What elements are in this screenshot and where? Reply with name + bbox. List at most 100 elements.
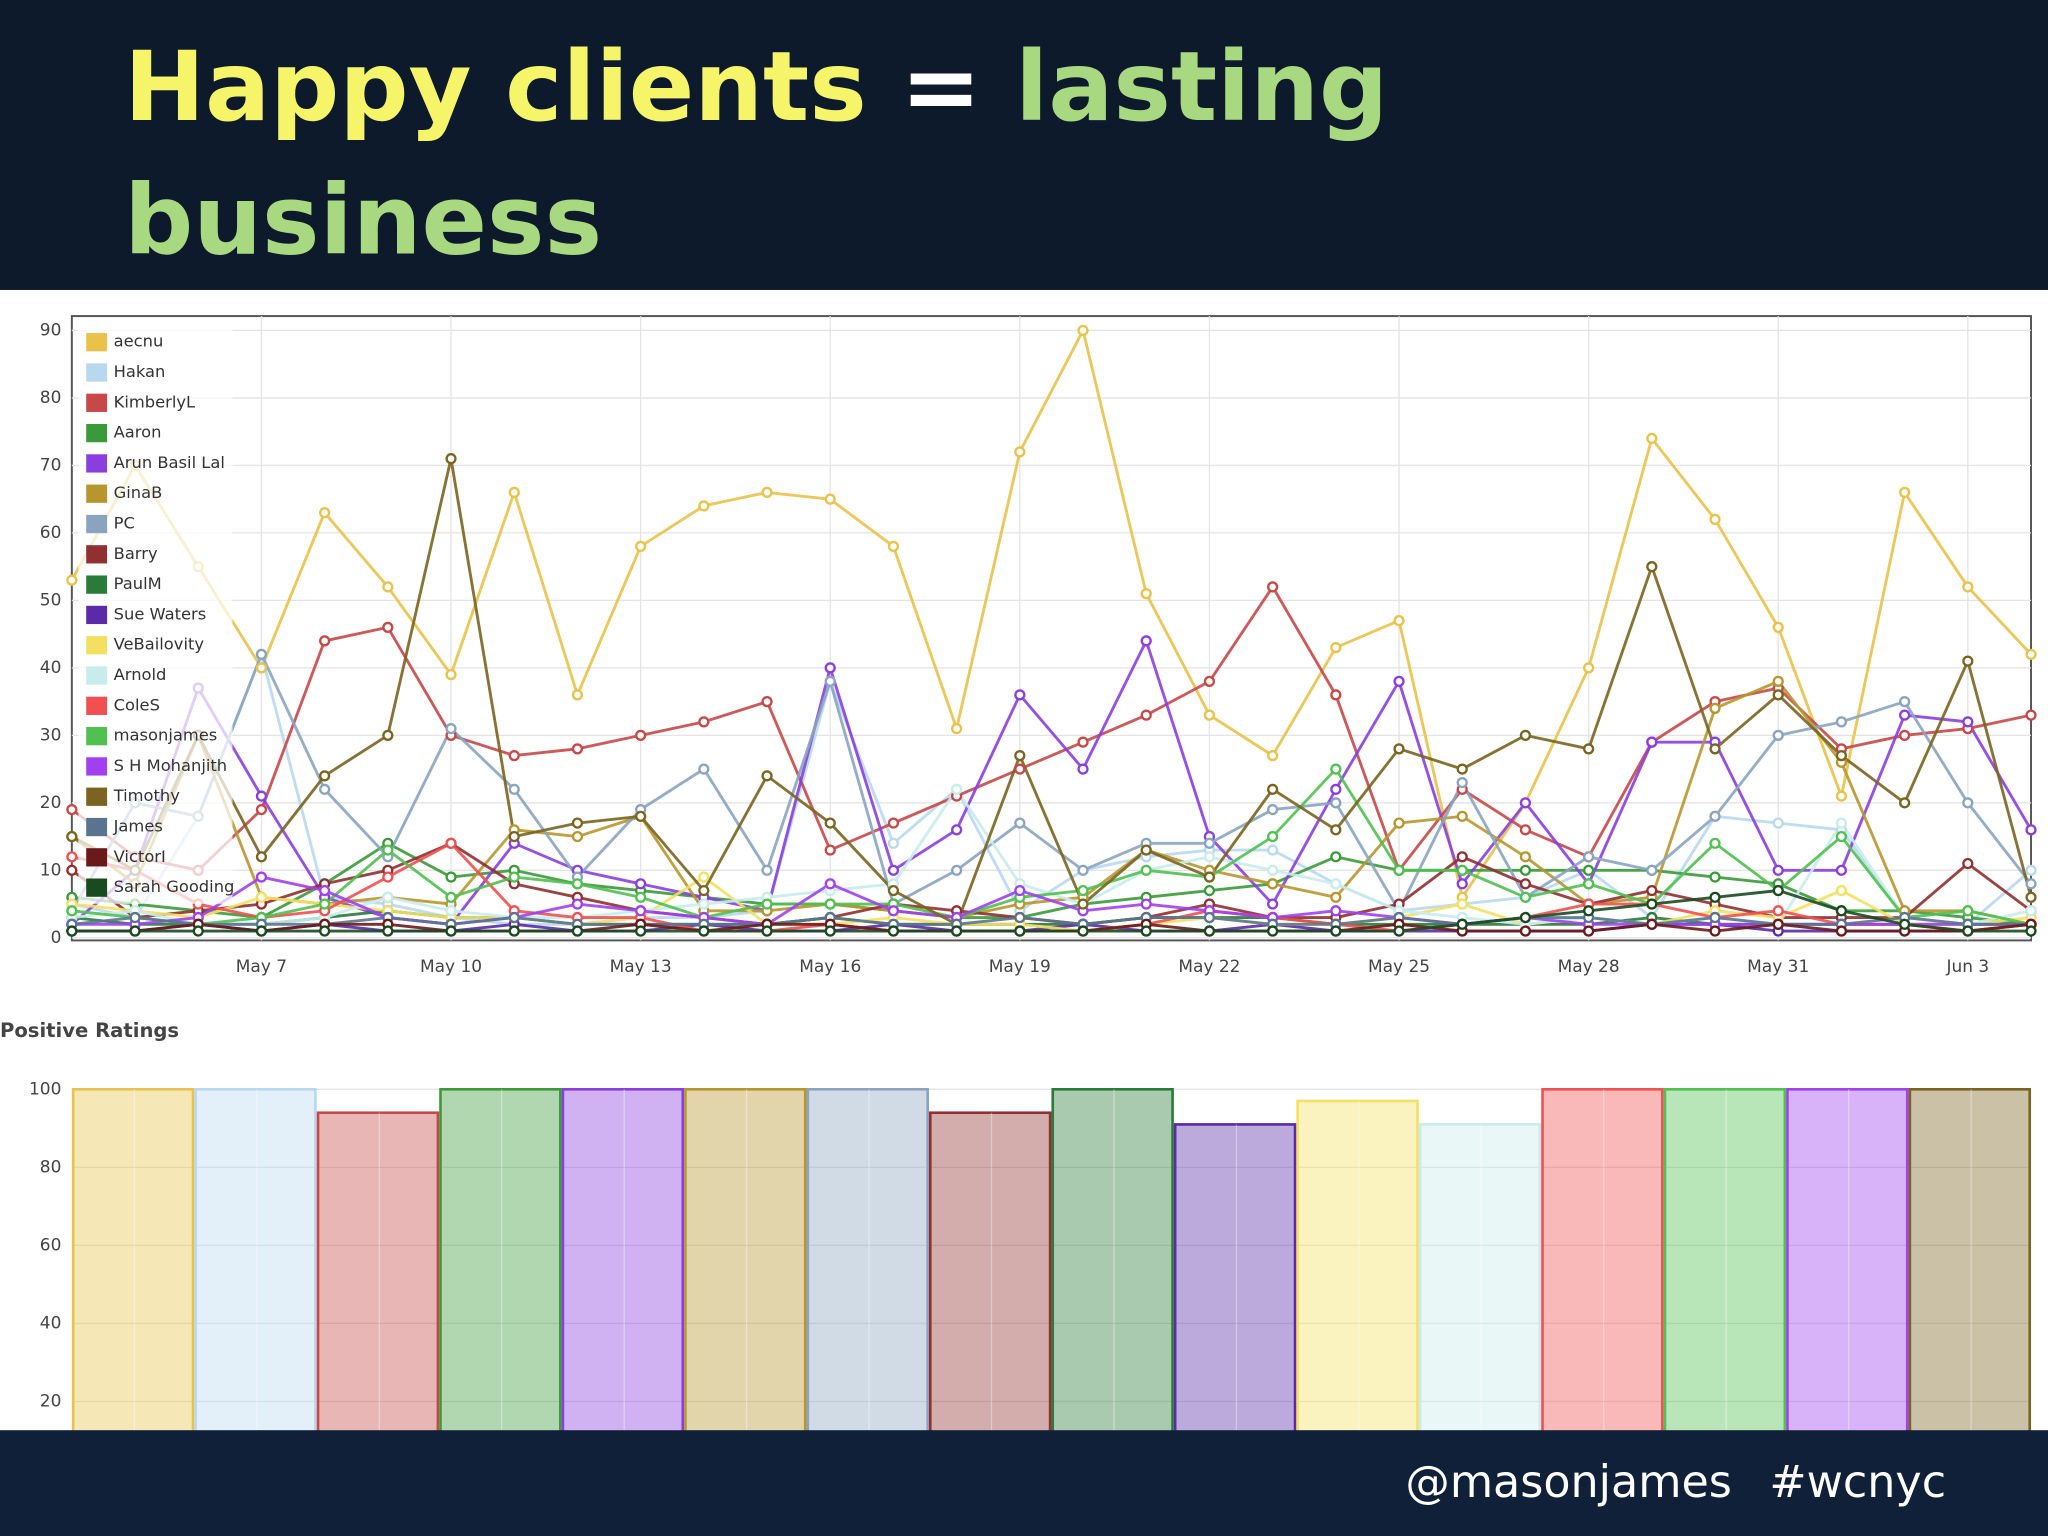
data-point [1646,864,1658,876]
data-point [1140,635,1152,647]
data-point [635,891,647,903]
data-point [1267,783,1279,795]
data-point [2025,878,2037,890]
legend-swatch [86,423,108,443]
data-point [1583,925,1595,937]
y-tick-label: 80 [40,388,62,408]
data-point [1519,878,1532,890]
legend-label: James [113,817,163,836]
data-point [1330,925,1342,937]
data-point [1519,729,1532,741]
x-tick-label: May 7 [236,957,287,977]
data-point [1519,891,1532,903]
data-point [1014,446,1026,458]
header-band [0,0,2048,290]
data-point [635,729,647,741]
data-point [1456,918,1468,930]
data-point [1456,776,1468,789]
data-point [635,878,647,890]
data-point [1077,736,1089,748]
data-point [445,453,457,465]
slide-title-line-1: Happy clients = lasting [124,30,1388,143]
data-point [824,675,836,687]
data-point [1519,911,1532,924]
y-tick-label: 80 [40,1158,62,1178]
legend-label: Sarah Gooding [114,877,235,896]
data-point [255,803,268,816]
data-point [508,925,520,937]
data-point [319,507,331,519]
legend-swatch [86,726,108,746]
data-point [319,770,331,782]
data-point [1646,736,1658,748]
data-point [255,851,268,863]
data-point [951,783,963,795]
data-point [1330,797,1342,809]
legend-label: VeBailovity [114,635,205,654]
data-point [698,500,710,512]
data-point [571,743,584,755]
data-point [1267,864,1279,876]
data-point [382,581,394,593]
legend-label: GinaB [114,483,163,502]
data-point [2025,824,2037,836]
data-point [635,810,647,822]
data-point [887,925,900,937]
data-point [1267,581,1279,593]
data-point [1330,783,1342,795]
data-point [445,905,457,917]
x-tick-label: May 19 [989,957,1051,977]
data-point [1267,749,1279,762]
data-point [255,790,268,802]
data-point [1709,871,1721,883]
y-tick-label: 60 [40,1236,62,1256]
data-point [1772,905,1784,917]
data-point [1077,324,1089,337]
legend-label: Arun Basil Lal [114,453,225,472]
legend-swatch [86,878,108,897]
data-point [1899,918,1911,930]
data-point [1014,884,1026,897]
data-point [698,898,710,910]
legend-swatch [86,333,108,352]
data-point [1519,824,1532,836]
y-tick-label: 30 [40,726,62,746]
legend-swatch [86,545,108,564]
data-point [1709,837,1721,849]
data-point [445,891,457,903]
data-point [319,898,331,910]
footer-hashtag: #wcnyc [1769,1457,1946,1508]
data-point [761,898,773,910]
data-point [255,925,268,937]
data-point [951,925,963,937]
data-point [635,540,647,553]
data-point [1835,790,1848,802]
series-line [70,650,2033,914]
data-point [1203,911,1216,924]
data-point [1835,817,1848,829]
x-tick-label: May 22 [1178,957,1240,977]
data-point [1140,588,1152,600]
data-point [1962,581,1974,593]
data-point [2025,905,2037,917]
data-point [824,878,836,890]
bar [1296,1099,1419,1481]
data-point [66,925,78,937]
y-tick-label: 70 [40,456,62,476]
data-point [1140,844,1152,856]
data-point [887,837,900,849]
data-point [761,695,773,708]
data-point [1077,884,1089,897]
data-point [2025,648,2037,660]
data-point [1646,918,1658,930]
data-point [1393,743,1405,755]
data-point [887,905,900,917]
y-tick-label: 60 [40,523,62,543]
data-point [1014,911,1026,924]
data-point [319,925,331,937]
data-point [1709,513,1721,526]
title-part: lasting [1015,30,1388,143]
data-point [445,837,457,849]
data-point [1014,689,1026,701]
